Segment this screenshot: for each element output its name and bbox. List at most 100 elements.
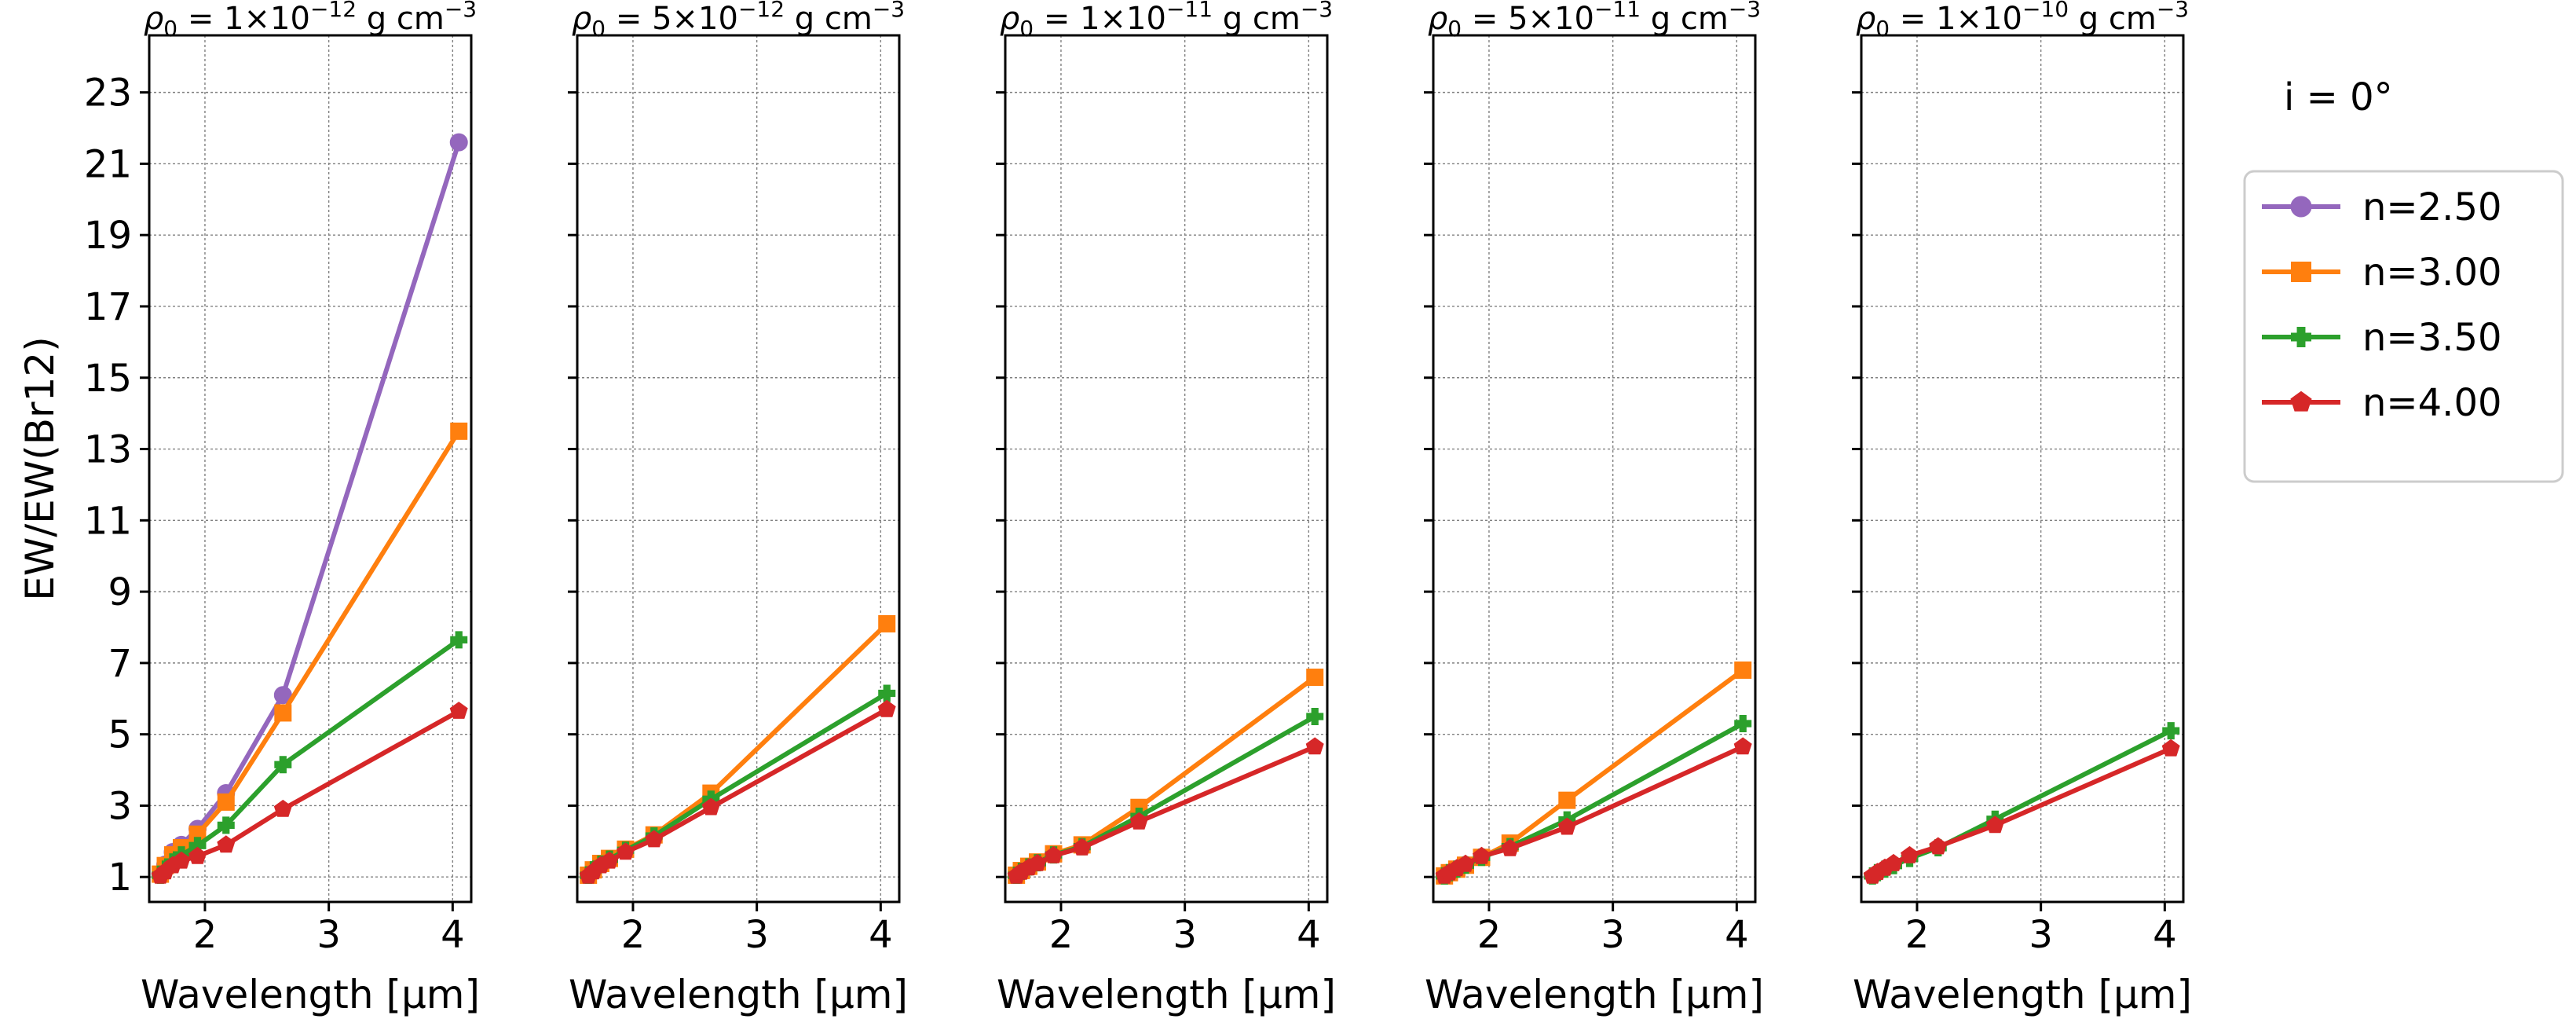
panel-title: ρ0 = 1×10−11 g cm−3 xyxy=(1000,0,1333,42)
data-point xyxy=(217,816,235,834)
data-point xyxy=(1306,669,1324,687)
title-unit: g cm xyxy=(1213,1,1301,37)
title-subscript: 0 xyxy=(591,16,606,42)
title-unit: g cm xyxy=(357,1,445,37)
title-unit-exponent: −3 xyxy=(1301,0,1333,22)
title-rho: ρ xyxy=(572,1,591,37)
series-n-4_00 xyxy=(579,699,896,884)
data-point xyxy=(172,851,191,869)
x-axis-label: Wavelength [μm] xyxy=(1853,972,2192,1017)
x-tick-label: 2 xyxy=(1049,913,1074,957)
x-axis-label: Wavelength [μm] xyxy=(997,972,1336,1017)
panel-3: 2 3 4 Wavelength [μm] ρ0 = 1×10−11 g cm−3 xyxy=(996,0,1336,1017)
title-exponent: −10 xyxy=(2022,0,2069,22)
title-subscript: 0 xyxy=(1875,16,1890,42)
title-value: = 1×10 xyxy=(1890,1,2022,37)
x-tick-label: 3 xyxy=(2029,913,2053,957)
series-n-4_00 xyxy=(1435,737,1752,884)
x-tick-label: 3 xyxy=(1173,913,1197,957)
panel-title: ρ0 = 1×10−12 g cm−3 xyxy=(144,0,477,42)
title-unit-exponent: −3 xyxy=(445,0,477,22)
data-point xyxy=(1306,707,1324,725)
series-n-2_50 xyxy=(151,133,468,884)
title-exponent: −12 xyxy=(310,0,357,22)
panel-title: ρ0 = 5×10−11 g cm−3 xyxy=(1428,0,1761,42)
panel-4: 2 3 4 Wavelength [μm] ρ0 = 5×10−11 g cm−3 xyxy=(1424,0,1764,1017)
title-value: = 5×10 xyxy=(1462,1,1594,37)
data-point xyxy=(1456,854,1475,872)
y-tick-label: 1 xyxy=(108,856,132,900)
title-value: = 5×10 xyxy=(606,1,738,37)
title-unit-exponent: −3 xyxy=(2157,0,2189,22)
data-point xyxy=(645,830,664,848)
y-tick-label: 9 xyxy=(108,570,132,614)
title-unit: g cm xyxy=(1641,1,1729,37)
data-point xyxy=(617,842,635,860)
data-point xyxy=(274,704,292,722)
title-value: = 1×10 xyxy=(177,1,310,37)
axes-frame xyxy=(1004,34,1329,904)
legend-label: n=3.00 xyxy=(2362,251,2502,295)
title-subscript: 0 xyxy=(163,16,177,42)
x-tick-label: 4 xyxy=(1297,913,1321,957)
title-exponent: −12 xyxy=(738,0,785,22)
axes-frame xyxy=(1432,34,1757,904)
data-point xyxy=(217,835,236,853)
title-value: = 1×10 xyxy=(1034,1,1166,37)
data-point xyxy=(1028,853,1047,871)
legend-item: n=4.00 xyxy=(2262,381,2502,425)
data-point xyxy=(217,793,235,811)
data-point xyxy=(1129,812,1148,830)
y-tick-label: 23 xyxy=(84,71,132,115)
data-point xyxy=(1734,661,1752,679)
data-point xyxy=(878,684,896,702)
title-subscript: 0 xyxy=(1019,16,1034,42)
panel-title: ρ0 = 1×10−10 g cm−3 xyxy=(1856,0,2189,42)
legend-label: n=4.00 xyxy=(2362,381,2502,425)
series-n-3_00 xyxy=(152,422,468,883)
panel-2: 2 3 4 Wavelength [μm] ρ0 = 5×10−12 g cm−3 xyxy=(568,0,908,1017)
data-point xyxy=(450,422,468,440)
data-point xyxy=(1884,853,1903,871)
data-point xyxy=(1305,737,1324,755)
title-exponent: −11 xyxy=(1594,0,1641,22)
legend-item: n=3.00 xyxy=(2262,251,2502,295)
x-axis-label: Wavelength [μm] xyxy=(141,972,480,1017)
data-point xyxy=(1473,846,1491,864)
x-axis-label: Wavelength [μm] xyxy=(569,972,908,1017)
x-tick-label: 2 xyxy=(1905,913,1930,957)
title-rho: ρ xyxy=(1000,1,1019,37)
title-rho: ρ xyxy=(1428,1,1447,37)
legend-title: i = 0° xyxy=(2284,75,2393,119)
legend-marker xyxy=(2290,390,2312,412)
data-point xyxy=(273,799,292,817)
data-point xyxy=(1501,838,1520,856)
x-tick-label: 3 xyxy=(745,913,769,957)
title-unit: g cm xyxy=(2069,1,2157,37)
data-point xyxy=(1734,715,1752,733)
panel-title: ρ0 = 5×10−12 g cm−3 xyxy=(572,0,905,42)
legend-item: n=2.50 xyxy=(2262,185,2502,229)
legend-label: n=2.50 xyxy=(2362,185,2502,229)
x-tick-label: 4 xyxy=(2153,913,2177,957)
y-tick-label: 17 xyxy=(84,285,132,329)
data-point xyxy=(188,825,207,843)
data-point xyxy=(701,797,720,816)
x-tick-label: 2 xyxy=(1477,913,1502,957)
y-tick-label: 21 xyxy=(84,142,132,186)
series-n-4_00 xyxy=(1007,737,1324,884)
data-point xyxy=(1558,791,1576,809)
series-line xyxy=(159,709,460,878)
data-point xyxy=(2162,722,2180,740)
data-point xyxy=(600,851,619,869)
data-point xyxy=(2161,739,2180,757)
axes-frame xyxy=(1860,34,2185,904)
data-point xyxy=(449,702,468,719)
panel-5: 2 3 4 Wavelength [μm] ρ0 = 1×10−10 g cm−3 xyxy=(1852,0,2192,1017)
title-rho: ρ xyxy=(1856,1,1875,37)
data-point xyxy=(1985,816,2004,834)
legend-marker xyxy=(2290,196,2312,218)
axes-frame xyxy=(576,34,901,904)
x-tick-label: 2 xyxy=(193,913,218,957)
